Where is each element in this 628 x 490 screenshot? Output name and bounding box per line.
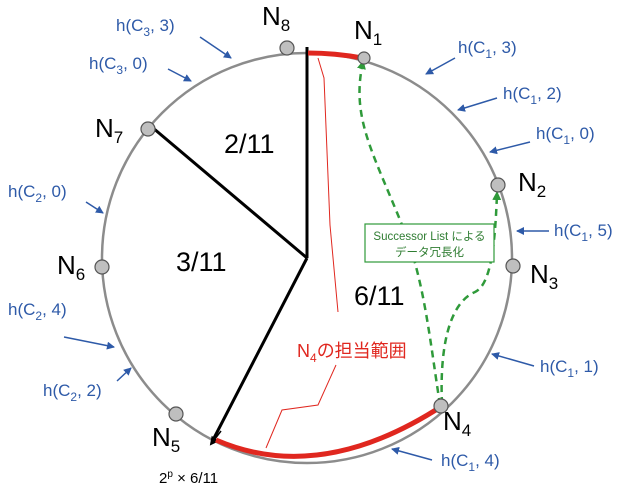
node-n3-label: N3: [530, 259, 558, 293]
boundary-line-n7: [152, 126, 308, 260]
fraction-top: 2/11: [224, 129, 275, 159]
hash-c1-3: h(C1, 3): [458, 38, 517, 61]
hash-c3-3: h(C3, 3): [116, 16, 175, 39]
hash-c1-2-arrow: [457, 97, 498, 112]
range-link-bottom: [265, 364, 337, 449]
node-n1-label: N1: [354, 15, 382, 49]
node-n8-marker: [279, 40, 295, 56]
responsibility-label: N4の担当範囲: [297, 341, 407, 365]
hash-c1-0: h(C1, 0): [536, 124, 595, 147]
replication-arrow-n2: [440, 191, 502, 405]
range-link-top: [317, 57, 339, 313]
replication-note-line2: データ冗長化: [395, 245, 464, 259]
node-n5-label: N5: [152, 422, 180, 456]
hash-c1-4: h(C1, 4): [441, 451, 500, 474]
hash-c1-1: h(C1, 1): [540, 357, 599, 380]
node-n7-label: N7: [95, 113, 123, 147]
node-n1-marker: [357, 51, 371, 65]
hash-c3-3-arrow: [199, 36, 232, 59]
hash-c1-5: h(C1, 5): [554, 221, 613, 244]
fraction-right: 6/11: [354, 281, 405, 311]
hash-c2-4: h(C2, 4): [8, 300, 67, 323]
node-n6-marker: [94, 259, 110, 275]
hash-c2-4-arrow: [63, 336, 115, 350]
node-n8-label: N8: [262, 1, 290, 35]
node-n2-marker: [490, 177, 506, 193]
node-n4-marker: [433, 398, 449, 414]
hash-c2-2: h(C2, 2): [43, 381, 102, 404]
hash-c1-2: h(C1, 2): [503, 84, 562, 107]
node-n2-label: N2: [518, 167, 546, 201]
replication-note-box: [364, 223, 495, 263]
boundary-line-bottom: [211, 257, 309, 441]
range-arc-bottom: [215, 403, 444, 459]
hash-c2-2-arrow: [116, 367, 132, 382]
hash-c3-0: h(C3, 0): [89, 54, 148, 77]
hash-c1-4-arrow: [391, 446, 433, 461]
node-n7-marker: [140, 121, 156, 137]
hash-c2-0-arrow: [85, 201, 104, 214]
hash-c1-1-arrow: [491, 352, 535, 367]
range-arc-top: [307, 50, 363, 61]
node-n3-marker: [505, 258, 521, 274]
boundary-position-label: 2p × 6/11: [159, 469, 218, 487]
replication-note-line1: Successor List による: [373, 230, 485, 243]
node-n4-label: N4: [443, 406, 471, 440]
boundary-arrow: [209, 430, 222, 446]
hash-c3-0-arrow: [167, 68, 192, 82]
hash-c2-0: h(C2, 0): [8, 182, 67, 205]
hash-c1-0-arrow: [489, 141, 531, 155]
node-n6-label: N6: [57, 250, 85, 284]
hash-c1-3-arrow: [425, 57, 456, 75]
fraction-left: 3/11: [176, 247, 227, 277]
node-n5-marker: [168, 406, 184, 422]
